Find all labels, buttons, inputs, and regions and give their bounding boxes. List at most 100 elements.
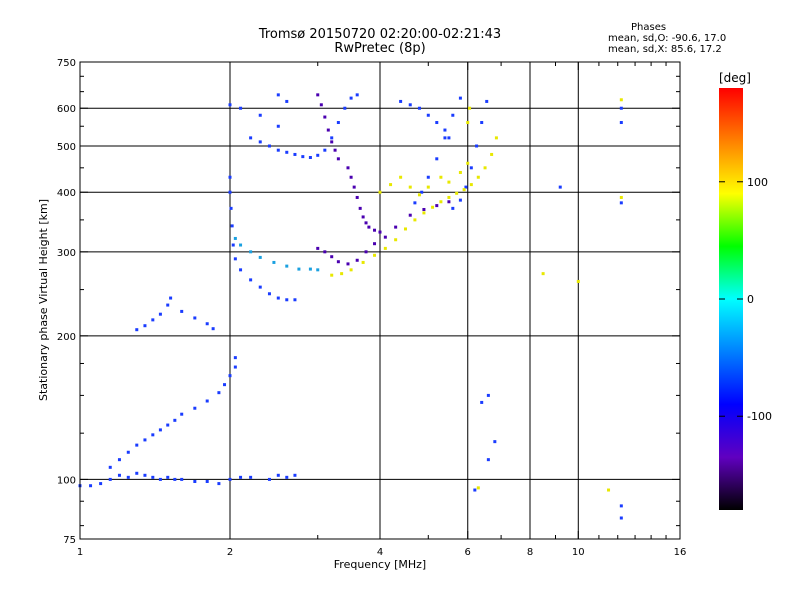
data-point	[89, 484, 93, 488]
data-point	[267, 292, 271, 296]
data-point	[480, 121, 484, 125]
data-point	[205, 399, 209, 403]
data-point	[293, 298, 297, 302]
data-point	[323, 250, 327, 254]
data-point	[151, 433, 155, 437]
data-point	[458, 96, 462, 100]
data-point	[276, 296, 280, 300]
data-point	[228, 374, 232, 378]
data-point	[239, 243, 243, 247]
data-point	[486, 458, 490, 462]
data-point	[323, 115, 327, 119]
data-point	[619, 516, 623, 520]
data-point	[276, 93, 280, 97]
data-point	[346, 262, 350, 266]
data-point	[373, 242, 377, 246]
data-point	[349, 268, 353, 272]
data-point	[228, 175, 232, 179]
data-point	[249, 278, 253, 282]
data-point	[230, 224, 234, 228]
data-point	[316, 268, 320, 272]
data-point	[108, 465, 112, 469]
data-point	[117, 458, 121, 462]
data-point	[217, 482, 221, 486]
data-point	[426, 175, 430, 179]
data-point	[193, 479, 197, 483]
data-point	[447, 136, 451, 140]
data-point	[475, 144, 479, 148]
data-point	[383, 246, 387, 250]
data-point	[316, 93, 320, 97]
data-point	[126, 450, 130, 454]
data-point	[378, 230, 382, 234]
data-point	[308, 155, 312, 159]
data-point	[180, 309, 184, 313]
data-point	[228, 190, 232, 194]
data-point	[99, 482, 103, 486]
data-point	[408, 103, 412, 107]
data-point	[143, 324, 147, 328]
data-point	[151, 318, 155, 322]
y-tick-label: 400	[57, 188, 76, 199]
phases-stats-o-mode: mean, sd,O: -90.6, 17.0	[608, 33, 727, 44]
data-point	[355, 258, 359, 262]
data-point	[330, 140, 334, 144]
data-point	[455, 191, 459, 195]
data-point	[258, 255, 262, 259]
data-point	[364, 221, 368, 225]
data-point	[151, 475, 155, 479]
data-point	[493, 440, 497, 444]
x-tick-label: 8	[527, 547, 533, 558]
data-point	[486, 393, 490, 397]
data-point	[285, 298, 289, 302]
data-point	[476, 486, 480, 490]
data-point	[346, 166, 350, 170]
y-tick-label: 750	[57, 58, 76, 69]
x-tick-label: 4	[377, 547, 383, 558]
data-point	[399, 99, 403, 103]
data-point	[285, 150, 289, 154]
data-point	[285, 99, 289, 103]
data-point	[485, 99, 489, 103]
data-point	[217, 391, 221, 395]
data-point	[349, 96, 353, 100]
data-point	[451, 206, 455, 210]
data-point	[258, 140, 262, 144]
y-tick-label: 600	[57, 104, 76, 115]
data-point	[223, 383, 227, 387]
data-point	[413, 218, 417, 222]
data-point	[143, 438, 147, 442]
data-point	[340, 272, 344, 276]
data-point	[336, 157, 340, 161]
data-point	[205, 479, 209, 483]
data-point	[297, 267, 301, 271]
data-point	[358, 206, 362, 210]
colorbar-ticks: 100 0 -100	[719, 176, 772, 423]
data-point	[367, 225, 371, 229]
data-point	[319, 103, 323, 107]
data-point	[108, 477, 112, 481]
data-point	[228, 103, 232, 107]
data-point	[258, 285, 262, 289]
data-point	[447, 180, 451, 184]
data-point	[473, 488, 477, 492]
data-point	[483, 166, 487, 170]
data-point	[558, 185, 562, 189]
data-point	[330, 255, 334, 259]
data-point	[336, 260, 340, 264]
y-tick-label: 500	[57, 142, 76, 153]
data-point	[373, 253, 377, 257]
data-point	[364, 250, 368, 254]
colorbar-tick-label: 100	[747, 176, 768, 189]
data-point	[267, 144, 271, 148]
data-point	[607, 488, 611, 492]
data-point	[276, 473, 280, 477]
data-point	[458, 198, 462, 202]
data-point	[422, 207, 426, 211]
data-point	[173, 477, 177, 481]
colorbar-label: [deg]	[719, 71, 751, 85]
data-point	[193, 316, 197, 320]
data-point	[169, 296, 173, 300]
data-point	[158, 477, 162, 481]
data-point	[466, 121, 470, 125]
